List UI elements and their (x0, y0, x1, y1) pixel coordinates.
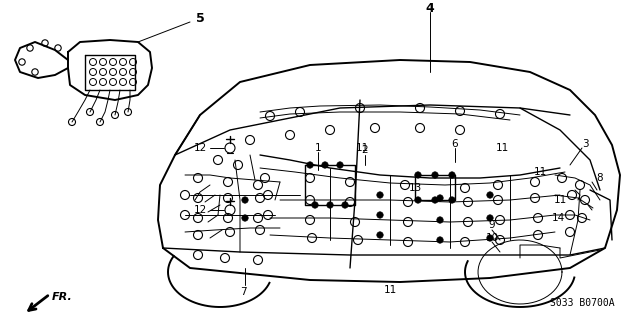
Circle shape (342, 202, 348, 208)
Text: 8: 8 (596, 173, 604, 183)
Text: 5: 5 (196, 11, 204, 25)
Text: 11: 11 (554, 195, 566, 205)
Circle shape (242, 215, 248, 221)
Circle shape (437, 217, 443, 223)
Text: 1: 1 (315, 143, 321, 153)
Circle shape (415, 197, 421, 203)
Circle shape (377, 232, 383, 238)
Circle shape (242, 197, 248, 203)
Text: 12: 12 (193, 143, 207, 153)
Text: 12: 12 (193, 205, 207, 215)
Text: S033 B0700A: S033 B0700A (550, 298, 615, 308)
Circle shape (432, 197, 438, 203)
Text: 11: 11 (355, 143, 369, 153)
Circle shape (487, 215, 493, 221)
Text: 4: 4 (426, 2, 435, 14)
Circle shape (487, 235, 493, 241)
Circle shape (415, 172, 421, 178)
Text: 11: 11 (383, 285, 397, 295)
Circle shape (487, 192, 493, 198)
Circle shape (377, 192, 383, 198)
Circle shape (337, 162, 343, 168)
Circle shape (327, 202, 333, 208)
Circle shape (437, 237, 443, 243)
Text: 10: 10 (485, 233, 499, 243)
Text: FR.: FR. (52, 292, 73, 302)
Circle shape (437, 195, 443, 201)
Circle shape (432, 172, 438, 178)
Circle shape (312, 202, 318, 208)
Text: 7: 7 (240, 287, 246, 297)
Text: 14: 14 (552, 213, 564, 223)
Text: 11: 11 (533, 167, 547, 177)
Text: 3: 3 (582, 139, 588, 149)
Text: 11: 11 (495, 143, 509, 153)
Text: 13: 13 (408, 183, 422, 193)
Circle shape (449, 172, 455, 178)
Circle shape (449, 197, 455, 203)
Text: 6: 6 (452, 139, 458, 149)
Text: 9: 9 (489, 220, 495, 230)
Text: 2: 2 (362, 145, 368, 155)
Circle shape (307, 162, 313, 168)
Circle shape (377, 212, 383, 218)
Circle shape (322, 162, 328, 168)
